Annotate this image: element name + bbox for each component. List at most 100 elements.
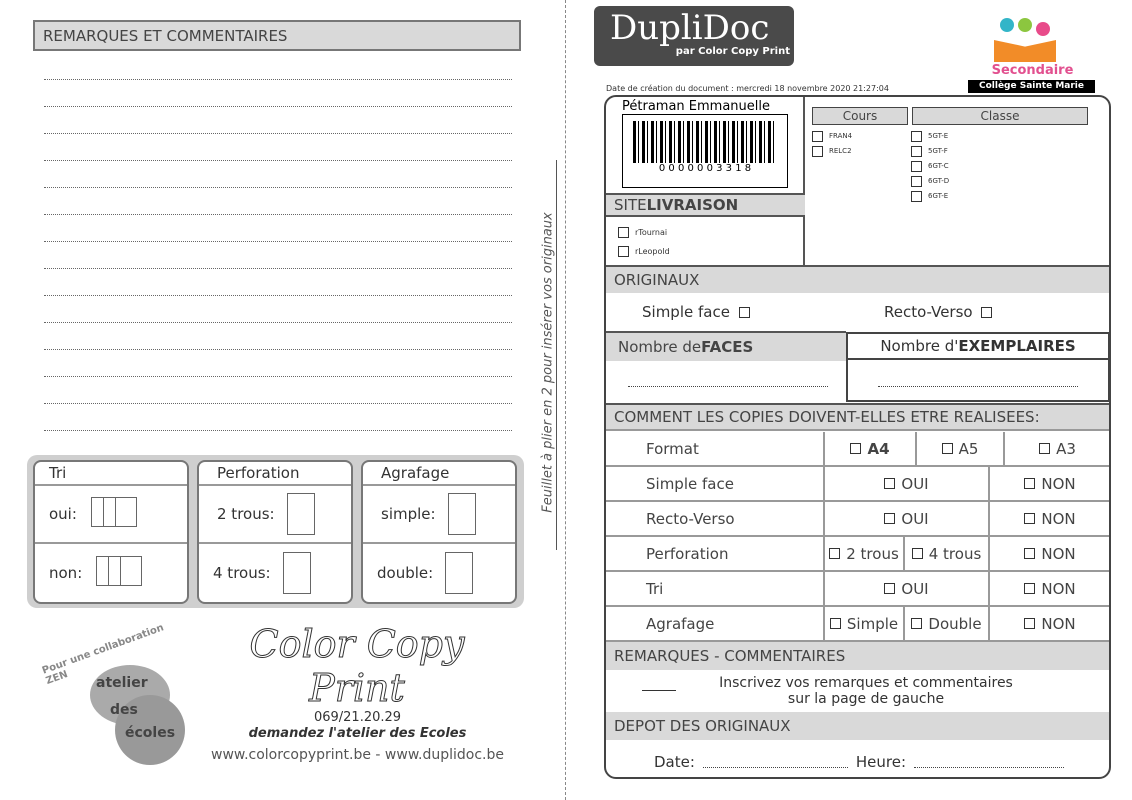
agrafage-title: Agrafage <box>363 462 515 486</box>
remark-line[interactable] <box>44 268 512 269</box>
checkbox-icon[interactable] <box>1024 548 1036 559</box>
option-simple-non[interactable]: NON <box>990 467 1109 502</box>
tri-title: Tri <box>35 462 187 486</box>
school-label: Secondaire <box>991 63 1074 78</box>
checkbox-icon[interactable] <box>1024 618 1036 629</box>
classe-option[interactable]: 5GT-E <box>911 129 949 144</box>
option-label: NON <box>1041 509 1076 528</box>
option-agrafage-d[interactable]: Double <box>905 607 990 642</box>
option-label: OUI <box>901 474 929 493</box>
staple-double-label: double: <box>377 564 434 582</box>
checkbox-icon[interactable] <box>884 513 896 524</box>
option-label: OUI <box>901 579 929 598</box>
option-perfo-four[interactable]: 4 trous <box>905 537 990 572</box>
remark-line[interactable] <box>44 376 512 377</box>
row-label-agrafage: Agrafage <box>606 607 825 642</box>
creation-date: Date de création du document : mercredi … <box>606 84 889 93</box>
row-label-perfo: Perforation <box>606 537 825 572</box>
tri-oui-label: oui: <box>49 505 77 523</box>
remark-line[interactable] <box>44 214 512 215</box>
remark-line[interactable] <box>44 295 512 296</box>
site-list: rTournai rLeopold <box>618 223 670 261</box>
school-name: Collège Sainte Marie <box>968 80 1095 93</box>
classe-option[interactable]: 6GT-C <box>911 159 949 174</box>
remark-line[interactable] <box>44 187 512 188</box>
remark-line[interactable] <box>44 349 512 350</box>
four-holes-label: 4 trous: <box>213 564 271 582</box>
orig-recto-verso[interactable]: Recto-Verso <box>884 303 998 321</box>
option-perfo-non[interactable]: NON <box>990 537 1109 572</box>
color-copy-print-logo: Color Copy Print <box>249 622 465 711</box>
teacher-name: Pétraman Emmanuelle <box>622 99 770 114</box>
orig-simple-face[interactable]: Simple face <box>642 303 756 321</box>
checkbox-icon[interactable] <box>1024 583 1036 594</box>
row-label-simple: Simple face <box>606 467 825 502</box>
tri-box: Tri oui: non: <box>33 460 189 604</box>
option-simple-oui[interactable]: OUI <box>825 467 990 502</box>
checkbox-icon[interactable] <box>829 618 841 629</box>
option-format-a3[interactable]: A3 <box>1005 432 1109 467</box>
site-header: SITE LIVRAISON <box>606 193 805 217</box>
classe-header: Classe <box>912 107 1088 125</box>
option-label: OUI <box>901 509 929 528</box>
remark-line[interactable] <box>44 403 512 404</box>
option-perfo-two[interactable]: 2 trous <box>825 537 905 572</box>
remark-line[interactable] <box>44 430 512 431</box>
remark-line[interactable] <box>44 106 512 107</box>
remarques-header: REMARQUES - COMMENTAIRES <box>606 642 1109 670</box>
checkbox-icon[interactable] <box>911 548 923 559</box>
option-format-a4[interactable]: A4 <box>825 432 917 467</box>
date-input[interactable] <box>702 767 848 768</box>
checkbox-icon[interactable] <box>884 478 896 489</box>
exemplaires-input[interactable] <box>878 386 1078 387</box>
classe-option[interactable]: 6GT-D <box>911 174 949 189</box>
option-format-a5[interactable]: A5 <box>917 432 1005 467</box>
fold-text: Feuillet à plier en 2 pour insérer vos o… <box>540 172 556 553</box>
fold-arrow <box>556 160 557 550</box>
faces-input[interactable] <box>628 386 828 387</box>
duplidoc-logo: DupliDoc par Color Copy Print <box>594 6 794 66</box>
option-label: 2 trous <box>846 544 899 563</box>
option-tri-oui[interactable]: OUI <box>825 572 990 607</box>
remark-line[interactable] <box>44 322 512 323</box>
checkbox-icon[interactable] <box>884 583 896 594</box>
cours-header: Cours <box>812 107 908 125</box>
remark-line[interactable] <box>44 133 512 134</box>
site-option[interactable]: rTournai <box>618 223 670 242</box>
option-recto-non[interactable]: NON <box>990 502 1109 537</box>
heure-input[interactable] <box>914 767 1065 768</box>
option-label: NON <box>1041 614 1076 633</box>
site-option[interactable]: rLeopold <box>618 242 670 261</box>
remark-line[interactable] <box>44 79 512 80</box>
double-staple-icon <box>445 552 474 594</box>
cours-option[interactable]: FRAN4 <box>812 129 852 144</box>
unsorted-sheets-icon <box>96 556 143 590</box>
option-tri-non[interactable]: NON <box>990 572 1109 607</box>
option-agrafage-non[interactable]: NON <box>990 607 1109 642</box>
fold-line <box>565 0 566 800</box>
remarks-title: REMARQUES ET COMMENTAIRES <box>33 20 521 51</box>
agrafage-box: Agrafage simple: double: <box>361 460 517 604</box>
slogan: demandez l'atelier des Ecoles <box>248 726 467 741</box>
cours-option[interactable]: RELC2 <box>812 144 852 159</box>
classe-option[interactable]: 5GT-F <box>911 144 949 159</box>
checkbox-icon[interactable] <box>1039 443 1051 454</box>
checkbox-icon[interactable] <box>1024 478 1036 489</box>
sorted-sheets-icon <box>90 497 137 531</box>
classe-option[interactable]: 6GT-E <box>911 189 949 204</box>
checkbox-icon[interactable] <box>1024 513 1036 524</box>
checkbox-icon[interactable] <box>850 443 862 454</box>
checkbox-icon[interactable] <box>911 618 923 629</box>
exemplaires-header: Nombre d' EXEMPLAIRES <box>846 332 1109 360</box>
originaux-header: ORIGINAUX <box>606 265 1109 293</box>
comment-header: COMMENT LES COPIES DOIVENT-ELLES ETRE RE… <box>606 403 1109 431</box>
checkbox-icon[interactable] <box>829 548 841 559</box>
two-holes-icon <box>286 493 315 535</box>
checkbox-icon[interactable] <box>941 443 953 454</box>
faces-header: Nombre de FACES <box>606 331 846 361</box>
remark-line[interactable] <box>44 160 512 161</box>
option-agrafage-s[interactable]: Simple <box>825 607 905 642</box>
classe-list: 5GT-E 5GT-F 6GT-C 6GT-D 6GT-E <box>911 129 949 204</box>
option-recto-oui[interactable]: OUI <box>825 502 990 537</box>
remark-line[interactable] <box>44 241 512 242</box>
